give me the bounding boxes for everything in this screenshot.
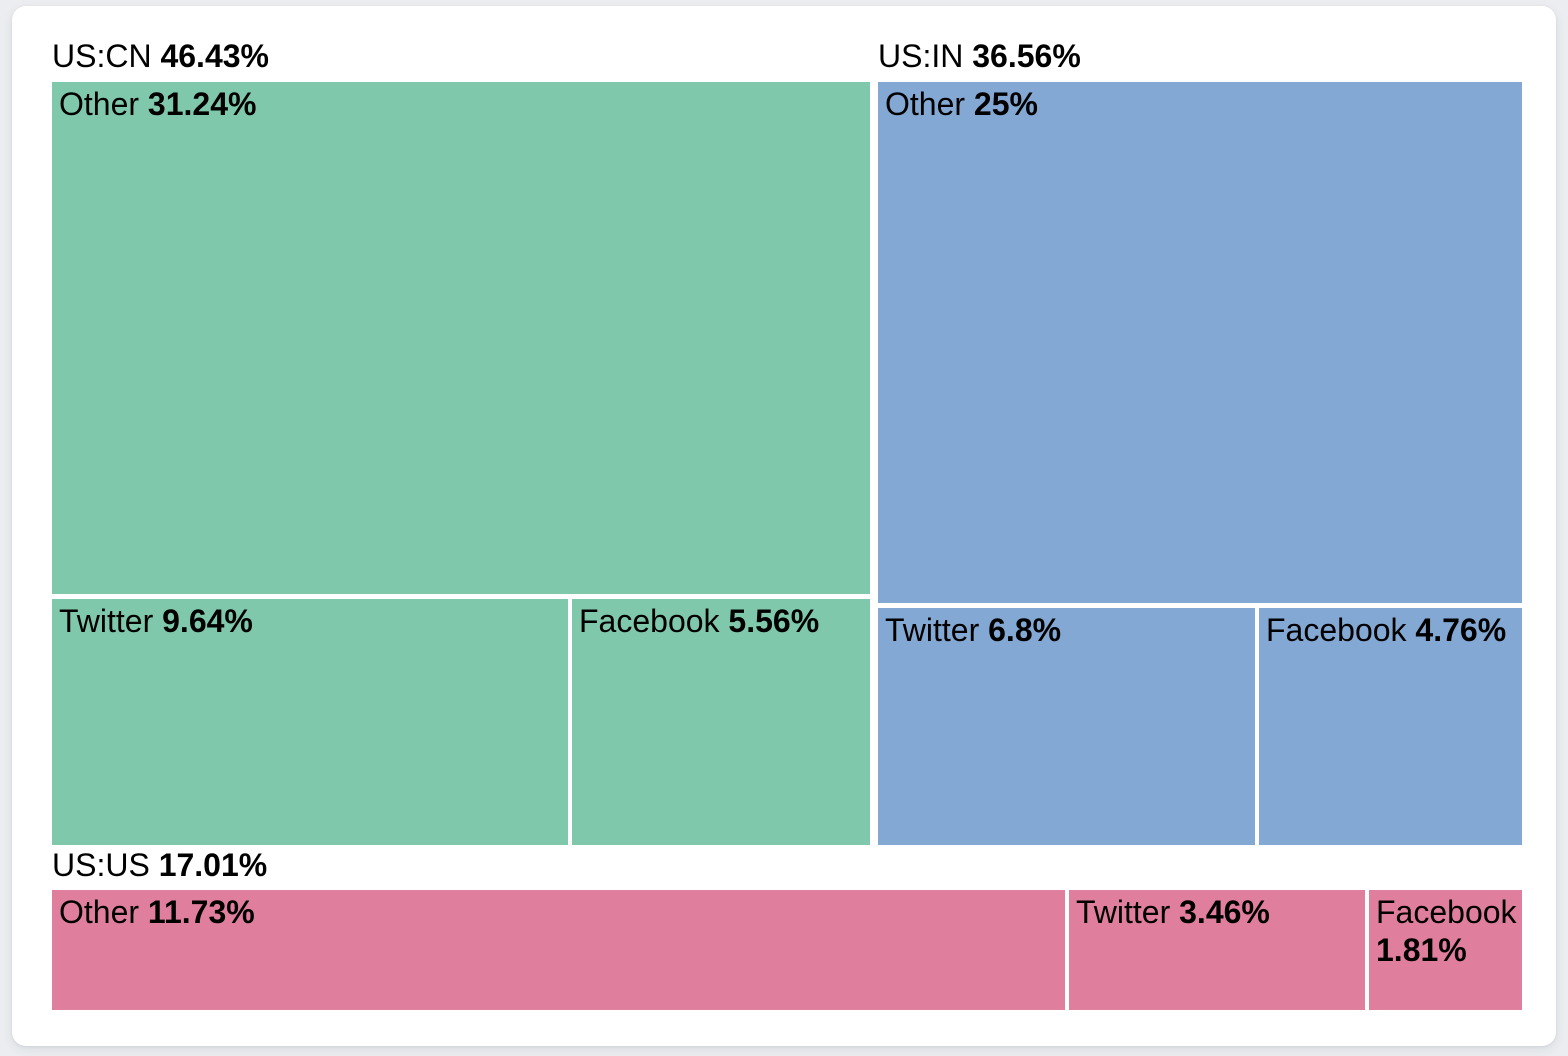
treemap-cell-us-in-other[interactable]: Other 25% [878,82,1522,603]
group-label-us-cn: US:CN 46.43% [52,37,269,75]
treemap: US:CN 46.43% Other 31.24% Twitter 9.64% Fac… [12,6,1556,1046]
cell-value: 11.73% [147,894,255,930]
group-name: US:US [52,847,150,883]
group-value: 17.01% [158,847,268,883]
cell-value: 4.76% [1415,612,1507,648]
cell-name: Other [885,86,966,122]
cell-value: 3.46% [1179,894,1270,930]
cell-name: Twitter [59,603,154,639]
cell-value: 9.64% [162,603,253,639]
treemap-cell-us-us-facebook[interactable]: Facebook 1.81% [1369,890,1522,1010]
cell-name: Other [59,86,140,122]
treemap-cell-us-us-other[interactable]: Other 11.73% [52,890,1065,1010]
treemap-cell-us-in-twitter[interactable]: Twitter 6.8% [878,608,1255,845]
cell-name: Facebook [1266,612,1407,648]
cell-name: Facebook [579,603,720,639]
cell-value: 6.8% [988,612,1062,648]
treemap-cell-us-cn-other[interactable]: Other 31.24% [52,82,870,594]
cell-name: Twitter [1076,894,1171,930]
cell-value: 1.81% [1376,932,1467,968]
treemap-cell-us-cn-twitter[interactable]: Twitter 9.64% [52,599,568,845]
cell-name: Twitter [885,612,980,648]
cell-name: Facebook [1376,894,1517,930]
cell-value: 31.24% [147,86,257,122]
chart-card: US:CN 46.43% Other 31.24% Twitter 9.64% Fac… [12,6,1556,1046]
group-value: 36.56% [972,38,1081,74]
group-name: US:CN [52,38,152,74]
cell-value: 5.56% [728,603,820,639]
cell-name: Other [59,894,140,930]
group-label-us-us: US:US 17.01% [52,846,267,884]
treemap-cell-us-in-facebook[interactable]: Facebook 4.76% [1259,608,1522,845]
treemap-cell-us-us-twitter[interactable]: Twitter 3.46% [1069,890,1365,1010]
treemap-cell-us-cn-facebook[interactable]: Facebook 5.56% [572,599,870,845]
cell-value: 25% [973,86,1038,122]
group-value: 46.43% [160,38,269,74]
group-name: US:IN [878,38,964,74]
group-label-us-in: US:IN 36.56% [878,37,1081,75]
